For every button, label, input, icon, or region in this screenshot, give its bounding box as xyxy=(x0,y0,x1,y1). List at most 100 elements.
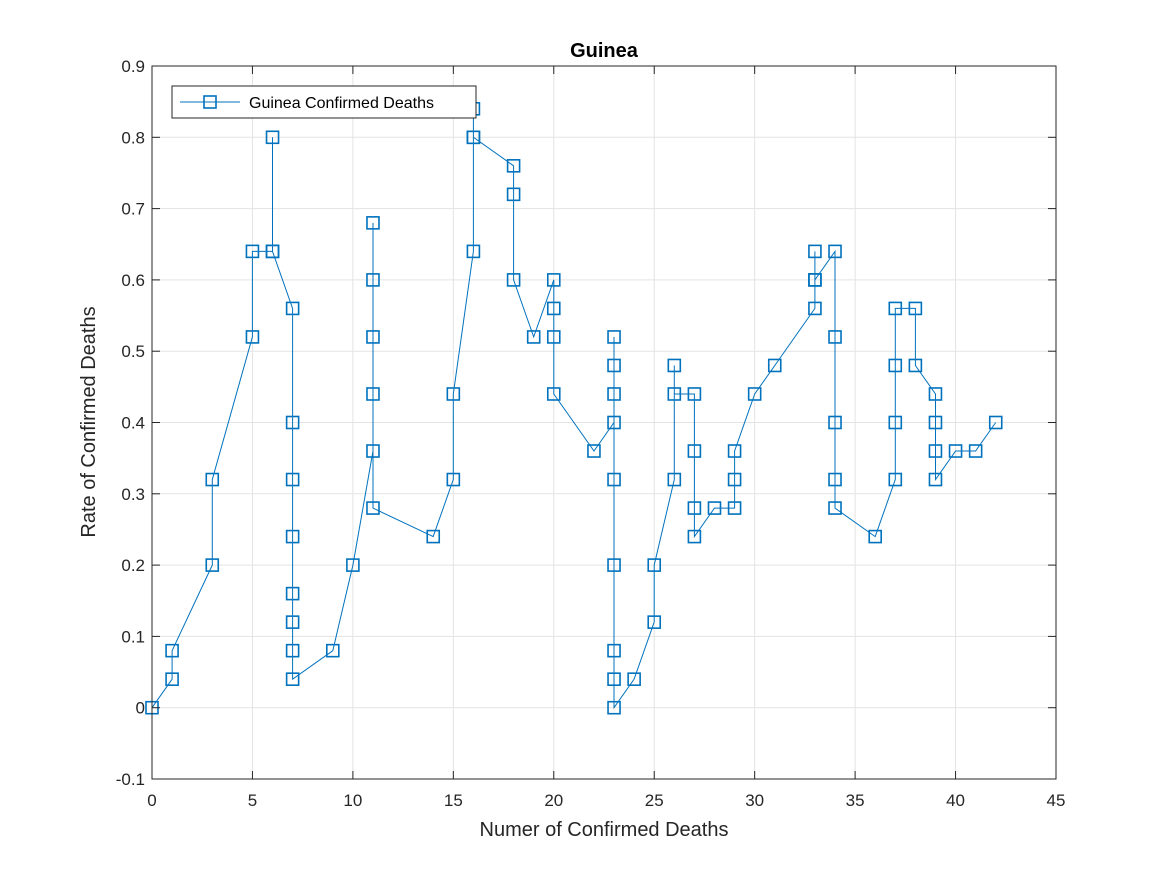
y-tick-label: 0.3 xyxy=(121,485,145,504)
grid-layer xyxy=(151,65,1057,780)
data-point-marker xyxy=(546,330,561,344)
data-point-marker xyxy=(828,501,842,515)
data-point-marker xyxy=(446,472,461,487)
y-tick-label: 0.8 xyxy=(121,128,145,147)
data-point-marker xyxy=(285,643,300,658)
data-point-marker xyxy=(587,444,601,458)
axes-layer: 0 5 10 15 20 25 30 35 40 45-0.100.10.20.30.40.50.… xyxy=(116,57,1066,810)
data-point-marker xyxy=(546,387,561,401)
data-point-marker xyxy=(908,301,923,316)
x-tick-label: 10 xyxy=(343,791,362,810)
y-tick-label: 0 xyxy=(136,699,145,718)
data-point-marker xyxy=(868,529,883,544)
data-point-marker xyxy=(607,358,621,373)
data-point-marker xyxy=(767,358,782,373)
x-tick-label: 45 xyxy=(1047,791,1066,810)
y-tick-label: 0.4 xyxy=(121,414,145,433)
data-point-marker xyxy=(285,529,300,544)
data-point-marker xyxy=(506,273,521,287)
data-point-marker xyxy=(607,330,621,344)
data-point-marker xyxy=(285,301,300,316)
y-tick-label: 0.6 xyxy=(121,271,145,290)
data-point-marker xyxy=(285,472,300,487)
x-tick-label: 40 xyxy=(946,791,965,810)
x-tick-label: 20 xyxy=(544,791,563,810)
data-point-marker xyxy=(667,358,682,373)
data-point-marker xyxy=(285,586,300,601)
data-point-marker xyxy=(808,244,822,259)
data-point-marker xyxy=(647,615,662,629)
y-tick-label: -0.1 xyxy=(116,770,145,789)
data-point-marker xyxy=(245,330,260,344)
legend-marker-sample xyxy=(203,95,217,109)
data-point-marker xyxy=(205,472,220,487)
data-point-marker xyxy=(607,387,621,401)
x-axis-label: Numer of Confirmed Deaths xyxy=(480,819,729,841)
x-tick-label: 0 xyxy=(147,791,156,810)
x-tick-label: 5 xyxy=(248,791,257,810)
data-point-marker xyxy=(506,159,521,173)
y-tick-label: 0.5 xyxy=(121,342,145,361)
series-layer xyxy=(145,101,1003,715)
data-point-marker xyxy=(888,472,903,487)
y-tick-label: 0.1 xyxy=(121,627,145,646)
x-tick-label: 35 xyxy=(846,791,865,810)
data-point-marker xyxy=(205,558,220,572)
data-point-marker xyxy=(546,273,561,287)
data-point-marker xyxy=(165,672,179,686)
data-point-marker xyxy=(687,387,702,401)
data-point-marker xyxy=(466,244,481,259)
data-point-marker xyxy=(928,444,943,458)
data-point-marker xyxy=(366,216,380,230)
data-point-marker xyxy=(165,643,179,658)
data-point-marker xyxy=(265,130,280,145)
data-point-marker xyxy=(928,472,943,487)
chart-title: Guinea xyxy=(570,40,639,62)
data-point-marker xyxy=(707,501,722,515)
data-point-marker xyxy=(366,387,380,401)
data-point-marker xyxy=(466,130,481,145)
data-point-marker xyxy=(888,301,903,316)
data-point-marker xyxy=(285,615,300,629)
data-point-marker xyxy=(506,187,521,202)
data-point-marker xyxy=(928,415,943,430)
data-point-marker xyxy=(687,529,702,544)
data-point-marker xyxy=(647,558,662,572)
data-point-marker xyxy=(446,387,461,401)
data-point-marker xyxy=(265,244,280,259)
data-point-marker xyxy=(727,444,742,458)
data-point-marker xyxy=(687,501,702,515)
data-point-marker xyxy=(727,472,742,487)
data-point-marker xyxy=(828,330,842,344)
data-point-marker xyxy=(888,358,903,373)
data-point-marker xyxy=(727,501,742,515)
data-point-marker xyxy=(607,415,621,430)
data-point-marker xyxy=(828,415,842,430)
data-point-marker xyxy=(366,273,380,287)
legend-entry-label: Guinea Confirmed Deaths xyxy=(249,95,434,112)
data-point-marker xyxy=(546,301,561,316)
data-point-marker xyxy=(607,558,621,572)
y-tick-label: 0.9 xyxy=(121,57,145,76)
legend: Guinea Confirmed Deaths xyxy=(171,85,477,119)
data-point-marker xyxy=(948,444,963,458)
data-point-marker xyxy=(968,444,983,458)
data-point-marker xyxy=(607,472,621,487)
data-point-marker xyxy=(346,558,360,572)
y-axis-label: Rate of Confirmed Deaths xyxy=(78,306,100,537)
data-point-marker xyxy=(808,301,822,316)
data-point-marker xyxy=(908,358,923,373)
x-tick-label: 30 xyxy=(745,791,764,810)
data-point-marker xyxy=(366,330,380,344)
data-point-marker xyxy=(426,529,441,544)
data-point-marker xyxy=(888,415,903,430)
data-point-marker xyxy=(928,387,943,401)
y-tick-label: 0.2 xyxy=(121,556,145,575)
data-point-marker xyxy=(988,415,1003,430)
data-point-marker xyxy=(366,501,380,515)
data-point-marker xyxy=(627,672,641,686)
data-point-marker xyxy=(245,244,260,259)
y-tick-label: 0.7 xyxy=(121,200,145,219)
